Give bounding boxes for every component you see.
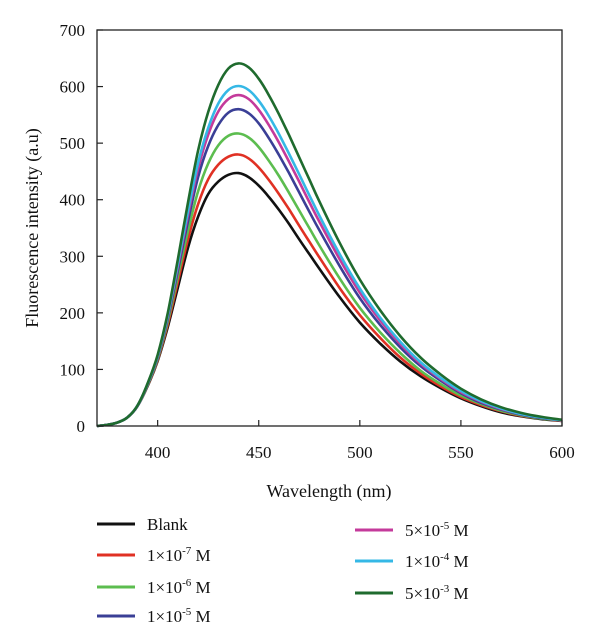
y-tick-label: 300 [60, 247, 86, 266]
x-tick-label: 450 [246, 443, 272, 462]
x-tick-label: 500 [347, 443, 373, 462]
y-tick-label: 600 [60, 78, 86, 97]
plot-frame [96, 29, 563, 427]
x-tick-label: 550 [448, 443, 474, 462]
legend-label: 1×10-7 M [147, 545, 211, 565]
x-tick-label: 400 [145, 443, 171, 462]
y-tick-label: 700 [60, 21, 86, 40]
legend-item: 1×10-4 M [355, 551, 469, 571]
legend-item: 5×10-5 M [355, 520, 469, 540]
y-tick-label: 100 [60, 360, 86, 379]
legend-label: 1×10-5 M [147, 606, 211, 626]
legend-item: 5×10-3 M [355, 583, 469, 603]
y-tick-label: 500 [60, 134, 86, 153]
legend-label: 1×10-6 M [147, 577, 211, 597]
legend-label: Blank [147, 515, 188, 534]
y-tick-label: 0 [77, 417, 86, 436]
y-axis-title: Fluorescence intensity (a.u) [22, 128, 43, 327]
legend-item: Blank [97, 515, 188, 534]
y-tick-label: 200 [60, 304, 86, 323]
series-line-1 [96, 153, 563, 428]
legend-item: 1×10-5 M [97, 606, 211, 626]
legend-label: 1×10-4 M [405, 551, 469, 571]
legend: Blank 1×10-7 M 1×10-6 M 1×10-5 M 5×10-5 M 1×1… [97, 515, 469, 626]
series-line-0 [96, 171, 563, 428]
y-tick-label: 400 [60, 191, 86, 210]
legend-item: 1×10-7 M [97, 545, 211, 565]
series-line-2 [96, 132, 563, 428]
series-line-6 [96, 62, 563, 428]
series-line-3 [96, 107, 563, 428]
legend-label: 5×10-5 M [405, 520, 469, 540]
x-axis-title: Wavelength (nm) [266, 481, 391, 502]
x-tick-label: 600 [549, 443, 575, 462]
legend-item: 1×10-6 M [97, 577, 211, 597]
series-line-5 [96, 84, 563, 428]
legend-label: 5×10-3 M [405, 583, 469, 603]
